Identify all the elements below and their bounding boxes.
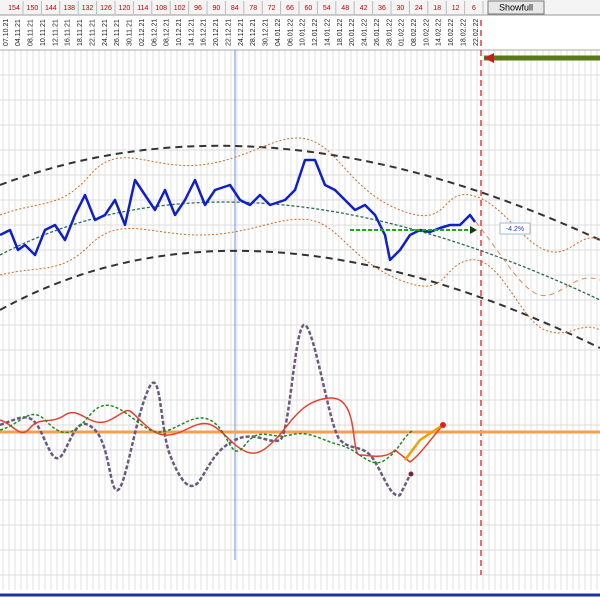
bar-count: 24 (415, 5, 423, 12)
target-head (470, 226, 477, 234)
date-label: 08.02.22 (411, 19, 418, 46)
toolbar (0, 0, 600, 15)
date-label: 14.01.22 (324, 19, 331, 46)
bar-count: 60 (305, 5, 313, 12)
date-label: 01.02.22 (399, 19, 406, 46)
green-oscillator (0, 404, 414, 464)
date-label: 18.11.21 (77, 19, 84, 46)
bar-count: 138 (63, 5, 75, 12)
date-label: 26.01.22 (374, 19, 381, 46)
date-label: 04.11.21 (15, 19, 22, 46)
bar-count: 120 (119, 5, 131, 12)
date-label: 24.12.21 (238, 19, 245, 46)
cycle-endpoint (408, 471, 414, 477)
bar-count: 84 (231, 5, 239, 12)
date-label: 16.12.21 (201, 19, 208, 46)
bar-count: 36 (378, 5, 386, 12)
date-label: 08.12.21 (164, 19, 171, 46)
bar-count: 6 (472, 5, 476, 12)
bar-count: 154 (8, 5, 20, 12)
date-label: 20.12.21 (213, 19, 220, 46)
bar-count: 150 (27, 5, 39, 12)
date-label: 07.10.21 (3, 19, 10, 46)
date-label: 24.11.21 (102, 19, 109, 46)
date-label: 06.12.21 (151, 19, 158, 46)
date-label: 18.02.22 (460, 19, 467, 46)
date-label: 12.01.22 (312, 19, 319, 46)
price-line (0, 158, 477, 262)
date-label: 26.11.21 (114, 19, 121, 46)
date-label: 16.02.22 (448, 19, 455, 46)
bar-count: 144 (45, 5, 57, 12)
grid (0, 50, 600, 590)
bar-count: 30 (397, 5, 405, 12)
date-label: 16.11.21 (65, 19, 72, 46)
bar-count: 108 (155, 5, 167, 12)
date-label: 22.02.22 (473, 19, 480, 46)
bar-count: 78 (249, 5, 257, 12)
bar-count: 102 (174, 5, 186, 12)
red-oscillator (0, 397, 444, 463)
date-label: 22.11.21 (89, 19, 96, 46)
bar-count: 42 (360, 5, 368, 12)
date-label: 12.11.21 (52, 19, 59, 46)
date-label: 28.12.21 (250, 19, 257, 46)
bar-count: 12 (452, 5, 460, 12)
date-label: 10.12.21 (176, 19, 183, 46)
showfull-button[interactable] (487, 0, 545, 15)
date-label: 14.12.21 (188, 19, 195, 46)
date-label: 10.11.21 (40, 19, 47, 46)
bar-count: 66 (286, 5, 294, 12)
date-label: 08.11.21 (28, 19, 35, 46)
cycle-oscillator (0, 323, 412, 497)
date-label: 30.11.21 (127, 19, 134, 46)
bar-count: 54 (323, 5, 331, 12)
forecast-path (469, 214, 600, 297)
date-label: 30.12.21 (263, 19, 270, 46)
bar-count: 96 (194, 5, 202, 12)
date-label: 06.01.22 (287, 19, 294, 46)
date-label: 24.01.22 (362, 19, 369, 46)
date-label: 28.01.22 (386, 19, 393, 46)
lower-channel (0, 249, 600, 349)
date-label: 14.02.22 (436, 19, 443, 46)
bar-count: 132 (82, 5, 94, 12)
arrow-head (484, 53, 494, 63)
osc-endpoint (440, 422, 446, 428)
bar-count: 126 (100, 5, 112, 12)
button-label[interactable]: Showfull (499, 2, 533, 12)
date-label: 20.01.22 (349, 19, 356, 46)
bar-count: 114 (137, 5, 148, 12)
annotation-box (499, 222, 531, 235)
annotation: -4.2% (506, 226, 524, 233)
date-label: 10.01.22 (300, 19, 307, 46)
forecast-osc (404, 423, 444, 461)
date-label: 18.01.22 (337, 19, 344, 46)
date-label: 10.02.22 (423, 19, 430, 46)
date-label: 02.12.21 (139, 19, 146, 46)
upper-channel (0, 144, 600, 241)
bar-counts: 154 150 144 138 132 126 120 114 108 102 96 90 84 78 72… (8, 1, 484, 14)
lower-band (0, 218, 600, 334)
bar-count: 48 (341, 5, 349, 12)
bar-count: 18 (433, 5, 441, 12)
date-label: 22.12.21 (225, 19, 232, 46)
date-labels: 07.10.21 04.11.21 08.11.21 10.11.21 12.11.21… (3, 19, 480, 46)
date-label: 04.01.22 (275, 19, 282, 46)
bar-count: 72 (268, 5, 276, 12)
bar-count: 90 (213, 5, 221, 12)
